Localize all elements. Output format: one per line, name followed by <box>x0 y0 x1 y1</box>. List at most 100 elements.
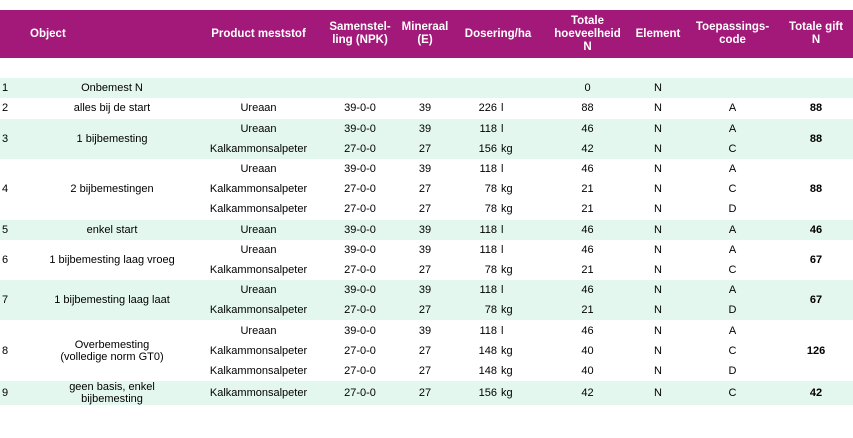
mineral-value: 27 <box>418 183 432 196</box>
object-description: enkel start <box>28 219 197 240</box>
object-number: 9 <box>0 381 28 405</box>
object-description: 1 bijbemesting laag vroeg <box>49 253 175 266</box>
dose-unit: l <box>501 243 504 256</box>
element-value: N <box>654 344 662 357</box>
product-name: Kalkammonsalpeter <box>209 203 308 216</box>
dose-unit: l <box>499 118 546 139</box>
product-name: Ureaan <box>196 219 322 240</box>
table-row: 6 1 bijbemesting laag vroeg Ureaan 39-0-0 39… <box>0 240 853 266</box>
dose-unit: kg <box>501 203 513 216</box>
application-code: C <box>728 183 737 196</box>
product-name: Kalkammonsalpeter <box>209 183 308 196</box>
total-gift-value: 42 <box>779 381 853 405</box>
mineral-value: 39 <box>418 163 432 176</box>
application-code: A <box>686 219 780 240</box>
npk-value: 39-0-0 <box>344 324 376 337</box>
mineral-value: 39 <box>418 243 432 256</box>
dose-value: 78 <box>484 183 498 196</box>
mineral-value: 27 <box>399 138 452 159</box>
application-code: A <box>728 102 737 115</box>
table-row: Kalkammonsalpeter 27-0-0 27 156 kg 42 N C <box>0 138 853 159</box>
dose-unit: l <box>499 280 546 301</box>
dose-unit: l <box>501 163 504 176</box>
element-value: N <box>654 243 662 256</box>
dose-unit: kg <box>499 138 546 159</box>
dose-value <box>451 78 500 99</box>
application-code: A <box>686 280 780 301</box>
total-n-value: 40 <box>581 364 594 377</box>
dose-value: 226 <box>478 102 498 115</box>
mineral-value: 27 <box>418 364 432 377</box>
npk-value: 27-0-0 <box>344 203 376 216</box>
element-value: N <box>654 163 662 176</box>
product-name: Kalkammonsalpeter <box>196 138 322 159</box>
npk-value <box>321 78 400 99</box>
npk-value: 27-0-0 <box>344 263 376 276</box>
spacer-cell <box>0 58 853 78</box>
element-value: N <box>630 280 687 301</box>
header-mineral: Mineraal (E) <box>399 10 452 58</box>
element-value: N <box>630 381 687 405</box>
object-description: Onbemest N <box>28 78 197 99</box>
dose-unit: kg <box>501 263 513 276</box>
product-name: Kalkammonsalpeter <box>209 263 308 276</box>
total-gift-value: 46 <box>779 219 853 240</box>
object-description: Overbemesting (volledige norm GT0) <box>60 338 164 363</box>
mineral-value: 27 <box>399 381 452 405</box>
product-name: Ureaan <box>240 163 277 176</box>
total-n-value: 46 <box>545 118 631 139</box>
mineral-value: 27 <box>418 344 432 357</box>
spacer-row <box>0 58 853 78</box>
npk-value: 39-0-0 <box>321 118 400 139</box>
header-dose: Dosering/ha <box>451 10 546 58</box>
element-value: N <box>630 219 687 240</box>
mineral-value: 27 <box>418 263 432 276</box>
application-code: D <box>728 364 737 377</box>
total-n-value: 21 <box>545 300 631 321</box>
product-name: Kalkammonsalpeter <box>209 344 308 357</box>
object-number: 5 <box>0 219 28 240</box>
dose-value: 118 <box>451 118 500 139</box>
total-n-value: 21 <box>581 203 594 216</box>
npk-value: 39-0-0 <box>344 243 376 256</box>
header-total-gift: Totale gift N <box>779 10 853 58</box>
total-n-value: 46 <box>581 243 594 256</box>
total-gift-value <box>779 78 853 99</box>
element-value: N <box>654 102 662 115</box>
product-name: Ureaan <box>196 280 322 301</box>
dose-unit: kg <box>499 300 546 321</box>
table-body: 1 Onbemest N 0 N 2 alles bij de start Ureaan 39… <box>0 58 853 405</box>
element-value: N <box>630 138 687 159</box>
table-row: 2 alles bij de start Ureaan 39-0-0 39 226 l 88 N… <box>0 98 853 118</box>
dose-value: 118 <box>479 163 498 176</box>
dose-value: 118 <box>451 219 500 240</box>
object-number: 8 <box>2 344 9 357</box>
header-row: Object Product meststof Samenstel-ling (… <box>0 10 853 58</box>
npk-value: 39-0-0 <box>321 219 400 240</box>
total-gift-value: 67 <box>809 253 823 266</box>
object-number: 2 <box>2 102 9 115</box>
total-gift-value: 67 <box>779 280 853 321</box>
application-code: C <box>728 263 737 276</box>
npk-value: 27-0-0 <box>344 364 376 377</box>
application-code: A <box>728 243 737 256</box>
application-code: C <box>686 381 780 405</box>
npk-value: 27-0-0 <box>344 183 376 196</box>
mineral-value: 39 <box>418 102 432 115</box>
npk-value: 39-0-0 <box>344 163 376 176</box>
table-row: Kalkammonsalpeter 27-0-0 27 78 kg 21 N C <box>0 260 853 280</box>
table-row: Kalkammonsalpeter 27-0-0 27 78 kg 21 N D <box>0 199 853 219</box>
total-n-value: 40 <box>581 344 594 357</box>
dose-unit <box>499 78 546 99</box>
application-code: C <box>728 344 737 357</box>
object-number: 3 <box>0 118 28 159</box>
product-name: Ureaan <box>196 118 322 139</box>
dose-unit: kg <box>501 364 513 377</box>
total-n-value: 21 <box>581 263 594 276</box>
total-n-value: 42 <box>545 381 631 405</box>
table-row: Kalkammonsalpeter 27-0-0 27 78 kg 21 N D <box>0 300 853 321</box>
dose-unit: kg <box>501 344 513 357</box>
mineral-value <box>399 78 452 99</box>
